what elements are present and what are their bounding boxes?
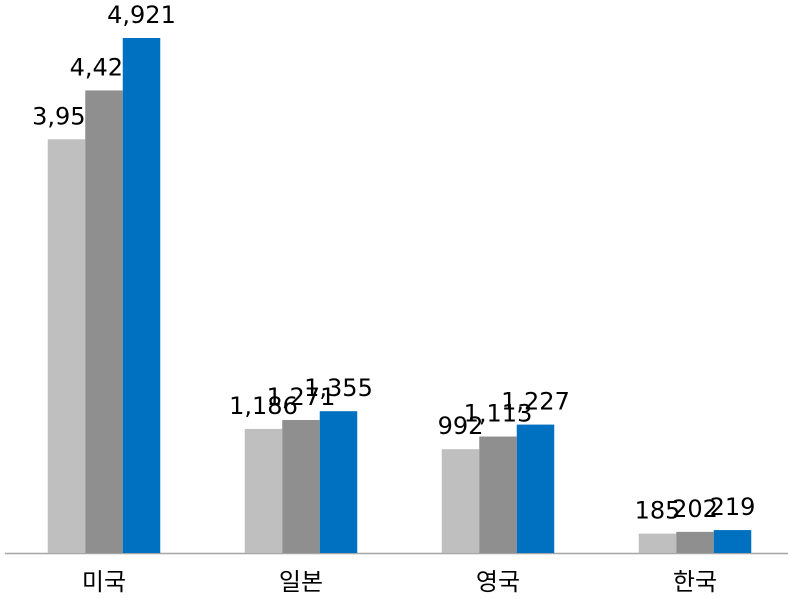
x-tick-label: 한국 (673, 568, 717, 596)
data-label: 219 (710, 493, 756, 521)
bar (319, 411, 358, 553)
data-label: 1,113 (464, 400, 533, 428)
bar (47, 139, 86, 553)
bar (676, 531, 714, 553)
bar (441, 449, 480, 553)
data-label: 1,271 (267, 383, 336, 411)
bar (282, 419, 320, 553)
bar (713, 530, 752, 553)
data-label: 1,227 (501, 388, 570, 416)
data-label: 4,921 (107, 1, 176, 29)
bar (122, 38, 161, 553)
bar (479, 436, 517, 553)
bar (516, 424, 555, 553)
data-label: 185 (635, 497, 681, 525)
x-tick-label: 영국 (476, 568, 520, 596)
data-label: 992 (438, 412, 484, 440)
data-label: 1,186 (229, 392, 298, 420)
x-tick-label: 미국 (82, 568, 126, 596)
data-label: 202 (672, 495, 718, 523)
bar (85, 90, 123, 553)
bar (638, 533, 677, 553)
data-label: 1,355 (304, 374, 373, 402)
x-tick-label: 일본 (279, 568, 323, 596)
bar (244, 428, 283, 553)
